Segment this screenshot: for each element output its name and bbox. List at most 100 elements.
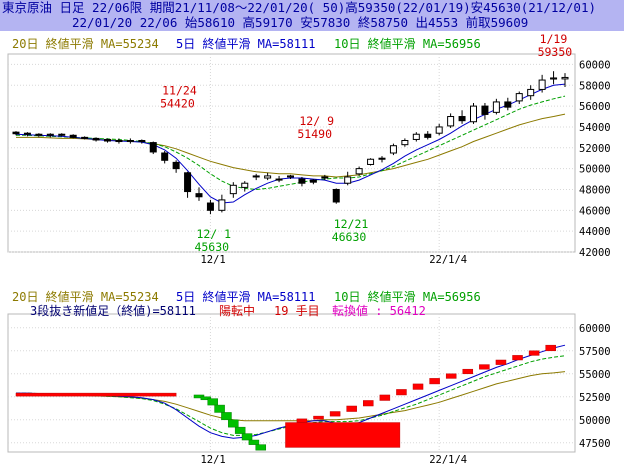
- title-line-1: 東京原油 日足 22/06限 期間21/11/08～22/01/20( 50)高…: [2, 0, 597, 15]
- brick: [241, 433, 253, 441]
- candle-body: [492, 101, 500, 113]
- annotation-value: 46630: [332, 230, 367, 244]
- candle-body: [527, 88, 535, 97]
- brick: [200, 396, 212, 401]
- candle-body: [447, 116, 455, 127]
- brick: [285, 422, 401, 448]
- y-tick-label: 48000: [579, 184, 611, 196]
- candle-body: [389, 145, 397, 154]
- brick: [207, 398, 218, 406]
- candle-body: [172, 161, 180, 170]
- brick: [228, 419, 239, 428]
- annotation-date: 12/ 9: [299, 114, 334, 128]
- brick: [412, 383, 424, 390]
- legend-ma10: 10日 終値平滑 MA=56956: [334, 36, 481, 51]
- legend-ma10: 10日 終値平滑 MA=56956: [334, 289, 481, 304]
- brick: [214, 404, 225, 413]
- brick: [528, 350, 540, 356]
- kagi-label: 3段抜き新値足（終値)=58111: [30, 303, 196, 318]
- candle-body: [104, 138, 111, 142]
- candle-body: [23, 132, 31, 135]
- candle-body: [58, 133, 66, 136]
- candle-body: [515, 93, 523, 102]
- brick: [479, 364, 490, 370]
- title-line-2: 22/01/20 22/06 始58610 高59170 安57830 終587…: [72, 15, 529, 30]
- candle-body: [149, 142, 157, 153]
- brick: [248, 439, 260, 445]
- candle-body: [81, 136, 89, 139]
- candle-body: [424, 133, 432, 138]
- brick: [396, 389, 407, 396]
- line-ma5: [15, 83, 566, 204]
- candle-body: [538, 79, 546, 90]
- brick: [462, 368, 474, 375]
- annotation-date: 12/21: [334, 217, 369, 231]
- line-ma20: [16, 113, 566, 178]
- candle-body: [412, 133, 420, 140]
- y-tick-label: 42000: [579, 247, 611, 259]
- candle-body: [401, 139, 409, 146]
- y-tick-label: 56000: [579, 101, 611, 113]
- annotation-value: 59350: [538, 45, 573, 59]
- y-tick-label: 47500: [579, 438, 611, 450]
- brick: [221, 412, 232, 421]
- candle-body: [355, 168, 363, 175]
- y-tick-label: 44000: [579, 226, 611, 238]
- brick: [329, 411, 341, 417]
- candle-body: [344, 176, 352, 184]
- brick: [313, 415, 324, 420]
- brick: [363, 400, 374, 407]
- annotation-value: 51490: [297, 127, 332, 141]
- y-tick-label: 50000: [579, 164, 611, 176]
- candle-body: [435, 126, 443, 134]
- x-tick-label: 12/1: [200, 454, 225, 466]
- candle-body: [184, 172, 192, 193]
- candle-body: [115, 139, 123, 143]
- candle-body: [195, 193, 203, 198]
- brick: [379, 394, 391, 401]
- candle-body: [12, 131, 20, 135]
- annotation-value: 45630: [194, 240, 229, 254]
- y-tick-label: 58000: [579, 80, 611, 92]
- candle-body: [378, 157, 386, 160]
- candle-body: [252, 175, 260, 178]
- legend-ma20: 20日 終値平滑 MA=55234: [12, 36, 159, 51]
- title-bar: 東京原油 日足 22/06限 期間21/11/08～22/01/20( 50)高…: [0, 0, 624, 31]
- y-tick-label: 46000: [579, 205, 611, 217]
- brick: [255, 444, 267, 451]
- plot-frame-0: [7, 53, 576, 253]
- candle-body: [561, 76, 569, 80]
- candle-body: [206, 202, 214, 211]
- candle-body: [264, 175, 272, 179]
- candle-body: [321, 176, 329, 179]
- kagi-reversal: 転換値 : 56412: [332, 303, 426, 318]
- candle-body: [35, 133, 43, 136]
- annotation-date: 12/ 1: [196, 227, 231, 241]
- plot-frame-1: [7, 313, 576, 453]
- annotation-date: 11/24: [162, 84, 197, 98]
- candle-body: [126, 139, 134, 143]
- brick: [296, 418, 308, 423]
- brick: [234, 426, 246, 434]
- legend-ma5: 5日 終値平滑 MA=58111: [176, 36, 315, 51]
- brick: [193, 394, 205, 399]
- candle-body: [229, 184, 237, 195]
- candle-body: [309, 179, 317, 183]
- x-tick-label: 22/1/4: [429, 254, 467, 266]
- y-tick-label: 60000: [579, 323, 611, 335]
- candle-body: [287, 175, 294, 178]
- y-tick-label: 60000: [579, 59, 611, 71]
- annotation-value: 54420: [160, 97, 195, 111]
- brick: [495, 359, 507, 365]
- candle-body: [138, 139, 146, 143]
- kagi-count: 19 手目: [274, 304, 320, 318]
- candle-body: [69, 134, 77, 138]
- brick: [15, 392, 177, 397]
- candle-body: [46, 133, 54, 136]
- brick: [346, 405, 357, 412]
- candle-body: [161, 152, 169, 161]
- brick: [429, 378, 440, 385]
- y-tick-label: 50000: [579, 415, 611, 427]
- y-tick-label: 52500: [579, 392, 611, 404]
- legend-ma5: 5日 終値平滑 MA=58111: [176, 289, 315, 304]
